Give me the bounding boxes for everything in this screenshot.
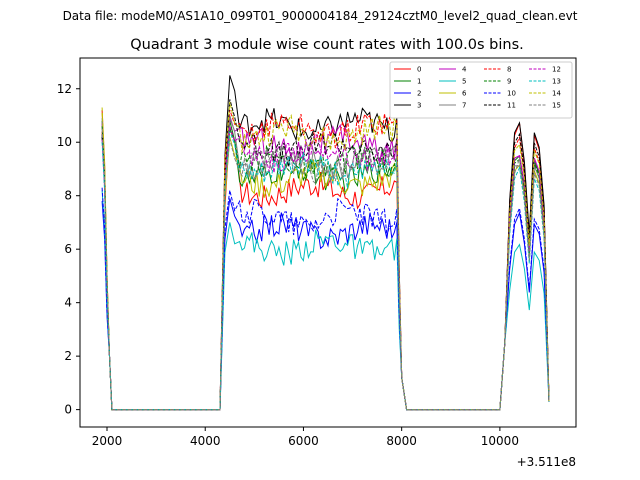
series-line-15 xyxy=(101,128,550,411)
legend-label-13: 13 xyxy=(552,78,561,86)
legend-box xyxy=(389,61,573,119)
legend-label-1: 1 xyxy=(417,78,421,86)
chart-title: Quadrant 3 module wise count rates with … xyxy=(130,37,524,53)
series-line-12 xyxy=(101,126,550,411)
legend-label-14: 14 xyxy=(552,90,561,98)
series-line-3 xyxy=(101,75,550,411)
legend-label-12: 12 xyxy=(552,66,561,74)
y-tick-label: 6 xyxy=(64,242,72,256)
series-layer xyxy=(101,75,550,411)
legend-label-3: 3 xyxy=(417,102,421,110)
series-line-4 xyxy=(101,118,550,411)
y-tick-label: 8 xyxy=(64,189,72,203)
series-line-10 xyxy=(101,187,550,411)
x-tick-label: 8000 xyxy=(386,434,417,448)
legend-label-0: 0 xyxy=(417,66,421,74)
legend-label-15: 15 xyxy=(552,102,561,110)
suptitle: Data file: modeM0/AS1A10_099T01_90000041… xyxy=(63,9,578,23)
series-line-0 xyxy=(101,110,550,411)
y-tick-label: 10 xyxy=(57,135,72,149)
legend-label-5: 5 xyxy=(462,78,466,86)
plot-area-frame xyxy=(79,57,577,428)
y-axis: 0 2 4 6 8 10 12 xyxy=(57,82,80,417)
x-tick-label: 4000 xyxy=(190,434,221,448)
legend-label-7: 7 xyxy=(462,102,466,110)
series-line-8 xyxy=(101,109,550,411)
legend-label-8: 8 xyxy=(507,66,511,74)
x-tick-label: 10000 xyxy=(481,434,519,448)
y-tick-label: 12 xyxy=(57,82,72,96)
legend-label-4: 4 xyxy=(462,66,467,74)
legend-label-9: 9 xyxy=(507,78,511,86)
series-line-9 xyxy=(101,126,550,411)
x-offset-label: +3.511e8 xyxy=(517,455,576,469)
x-axis: 2000 4000 6000 8000 10000 xyxy=(92,427,519,448)
y-tick-label: 2 xyxy=(64,349,72,363)
series-line-5 xyxy=(101,190,550,411)
y-tick-label: 4 xyxy=(64,296,72,310)
series-line-2 xyxy=(101,198,550,411)
series-line-6 xyxy=(101,112,550,411)
legend-label-10: 10 xyxy=(507,90,516,98)
x-tick-label: 6000 xyxy=(288,434,319,448)
legend-label-11: 11 xyxy=(507,102,516,110)
legend-label-2: 2 xyxy=(417,90,421,98)
legend-label-6: 6 xyxy=(462,90,467,98)
x-tick-label: 2000 xyxy=(92,434,123,448)
y-tick-label: 0 xyxy=(64,403,72,417)
